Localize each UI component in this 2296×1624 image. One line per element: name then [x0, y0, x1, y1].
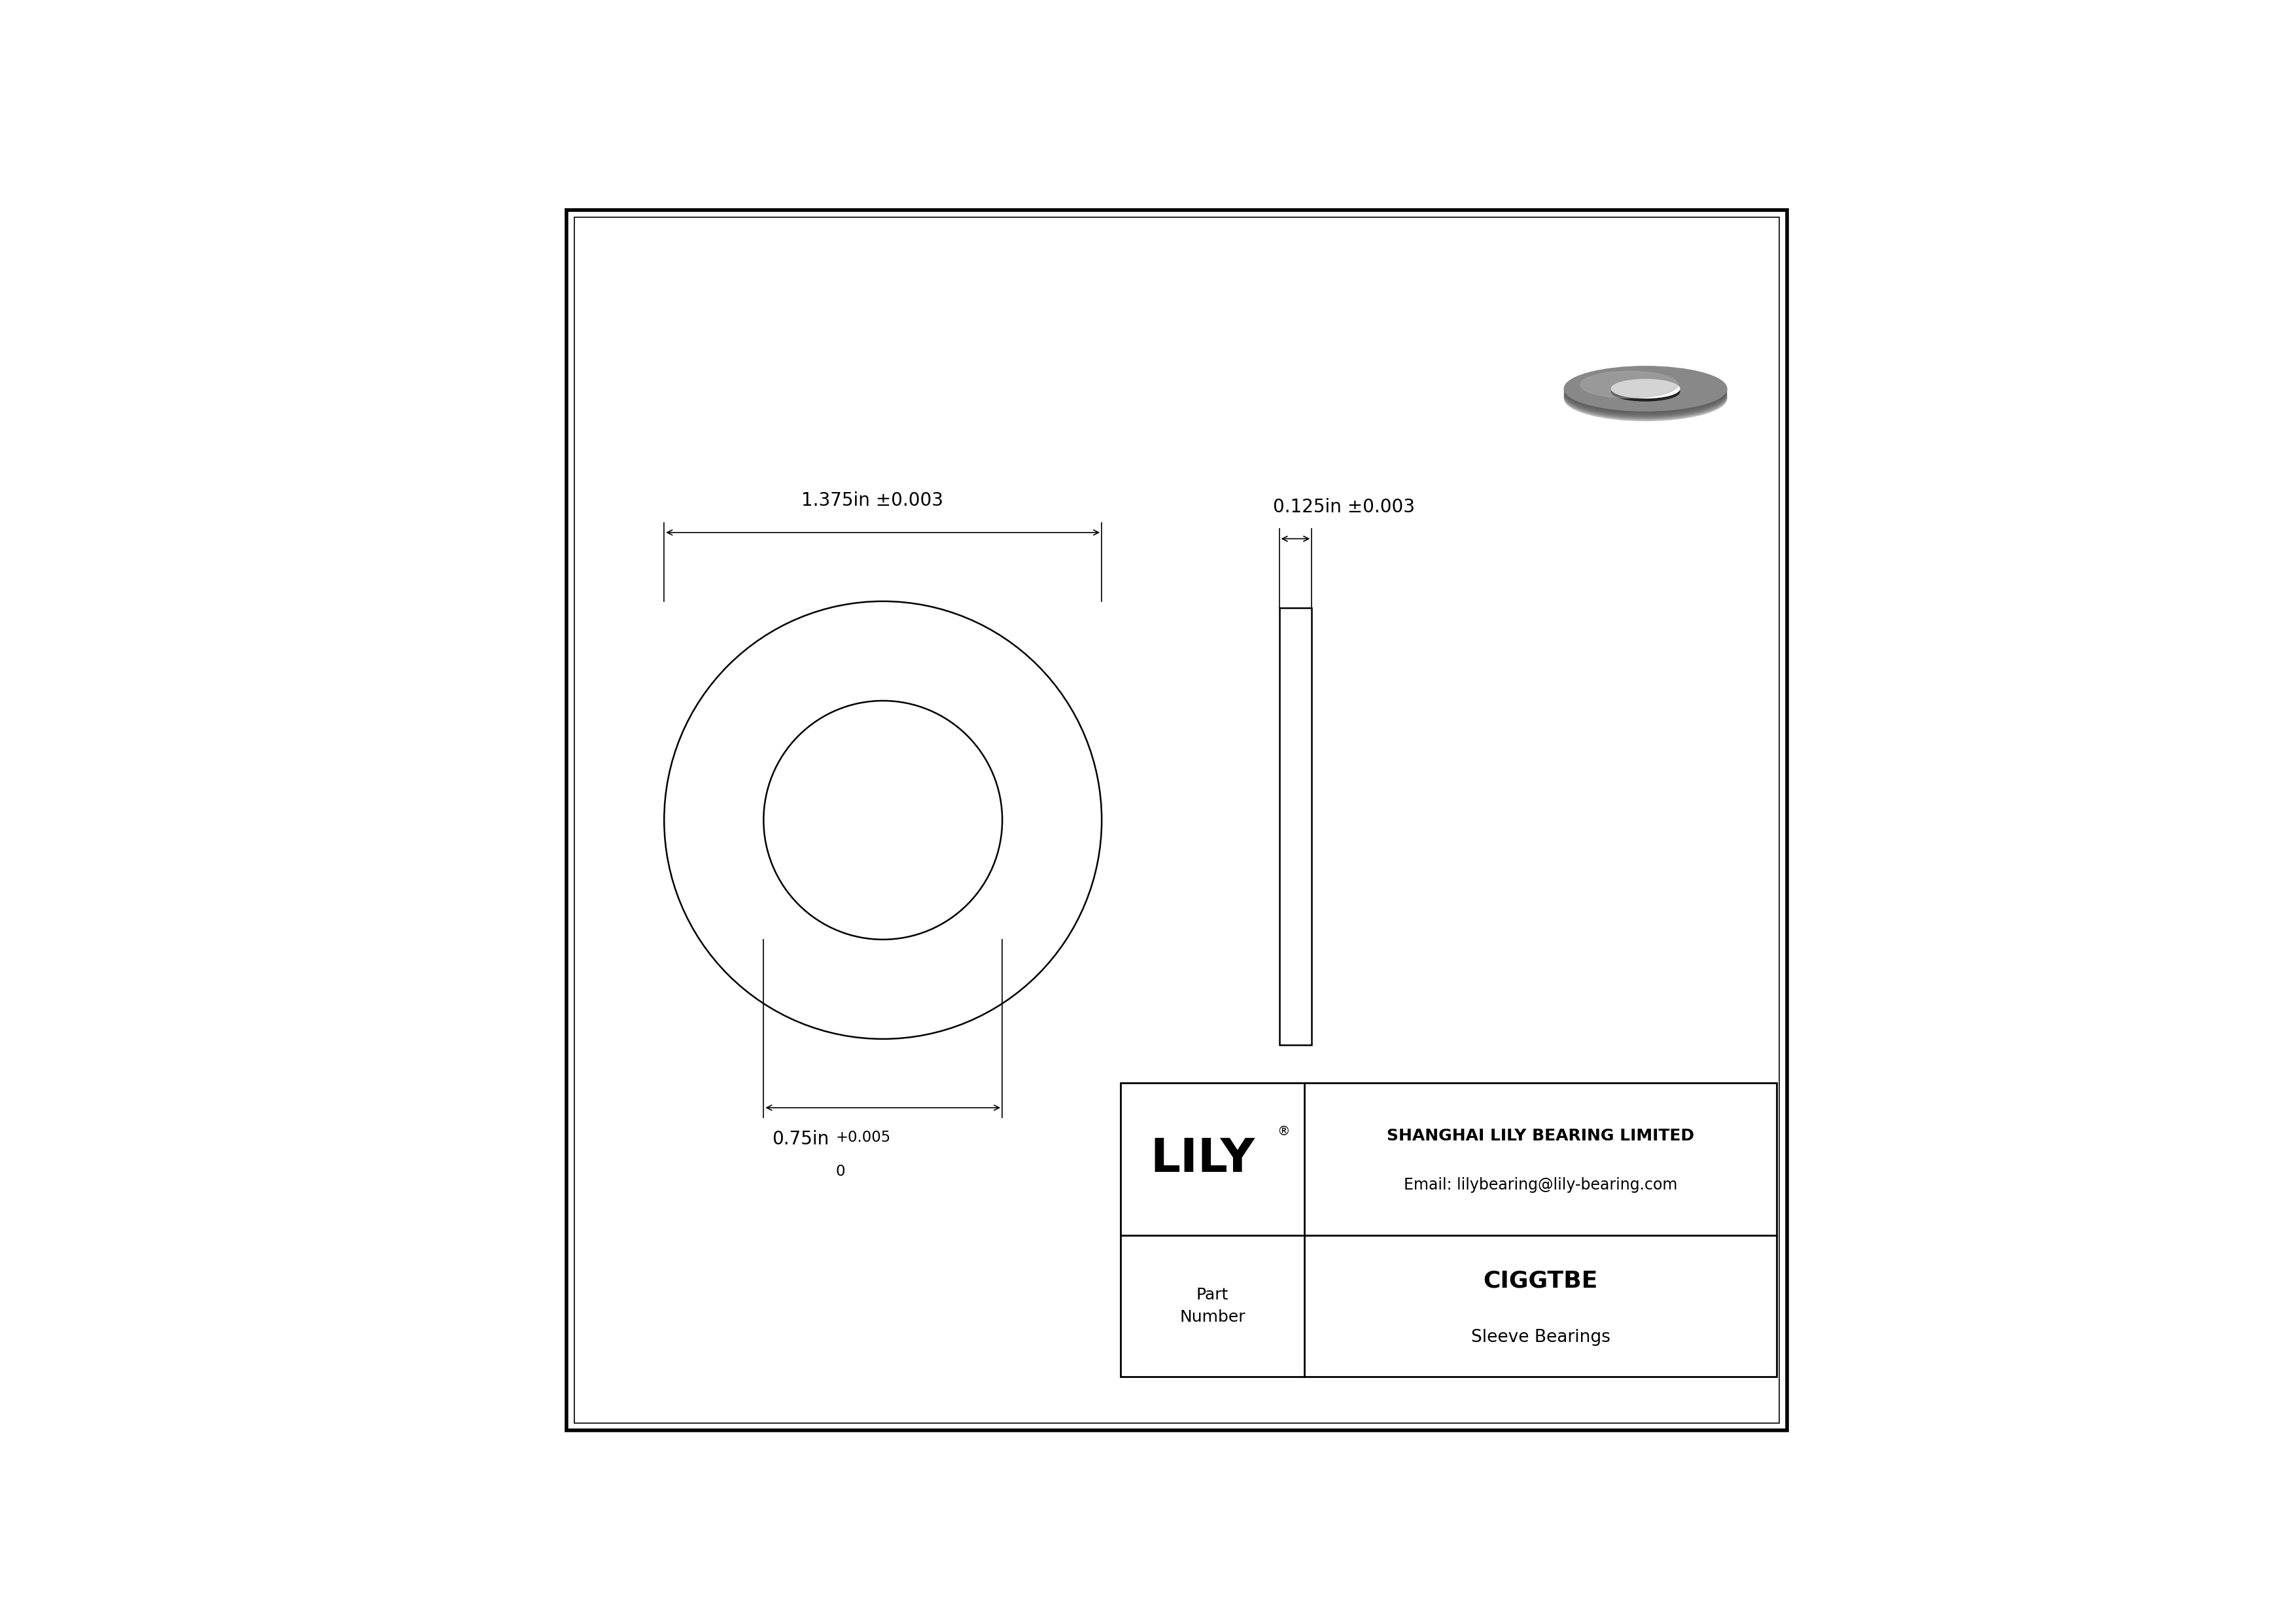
Text: 1.375in ±0.003: 1.375in ±0.003 — [801, 492, 944, 510]
Text: SHANGHAI LILY BEARING LIMITED: SHANGHAI LILY BEARING LIMITED — [1387, 1129, 1694, 1143]
Bar — [1120, 1083, 1777, 1377]
Ellipse shape — [1612, 380, 1681, 398]
Ellipse shape — [1564, 370, 1727, 416]
Ellipse shape — [1564, 367, 1727, 411]
Text: CIGGTBE: CIGGTBE — [1483, 1270, 1598, 1291]
Ellipse shape — [1564, 367, 1727, 412]
Ellipse shape — [1564, 377, 1727, 421]
Ellipse shape — [1580, 372, 1678, 398]
Ellipse shape — [1564, 375, 1727, 419]
Text: Part
Number: Part Number — [1180, 1288, 1244, 1325]
Text: Email: lilybearing@lily-bearing.com: Email: lilybearing@lily-bearing.com — [1403, 1177, 1678, 1194]
Bar — [1279, 607, 1311, 1046]
Text: Sleeve Bearings: Sleeve Bearings — [1472, 1328, 1609, 1346]
Ellipse shape — [1564, 372, 1727, 417]
Ellipse shape — [1564, 374, 1727, 417]
Text: 0.125in ±0.003: 0.125in ±0.003 — [1272, 499, 1414, 516]
Ellipse shape — [1564, 367, 1727, 411]
Text: ®: ® — [1277, 1125, 1290, 1138]
Ellipse shape — [1564, 369, 1727, 414]
Text: 0: 0 — [836, 1164, 845, 1179]
Text: LILY: LILY — [1150, 1137, 1254, 1182]
Text: +0.005: +0.005 — [836, 1130, 891, 1145]
Ellipse shape — [1612, 382, 1681, 401]
Text: 0.75in: 0.75in — [771, 1130, 829, 1148]
